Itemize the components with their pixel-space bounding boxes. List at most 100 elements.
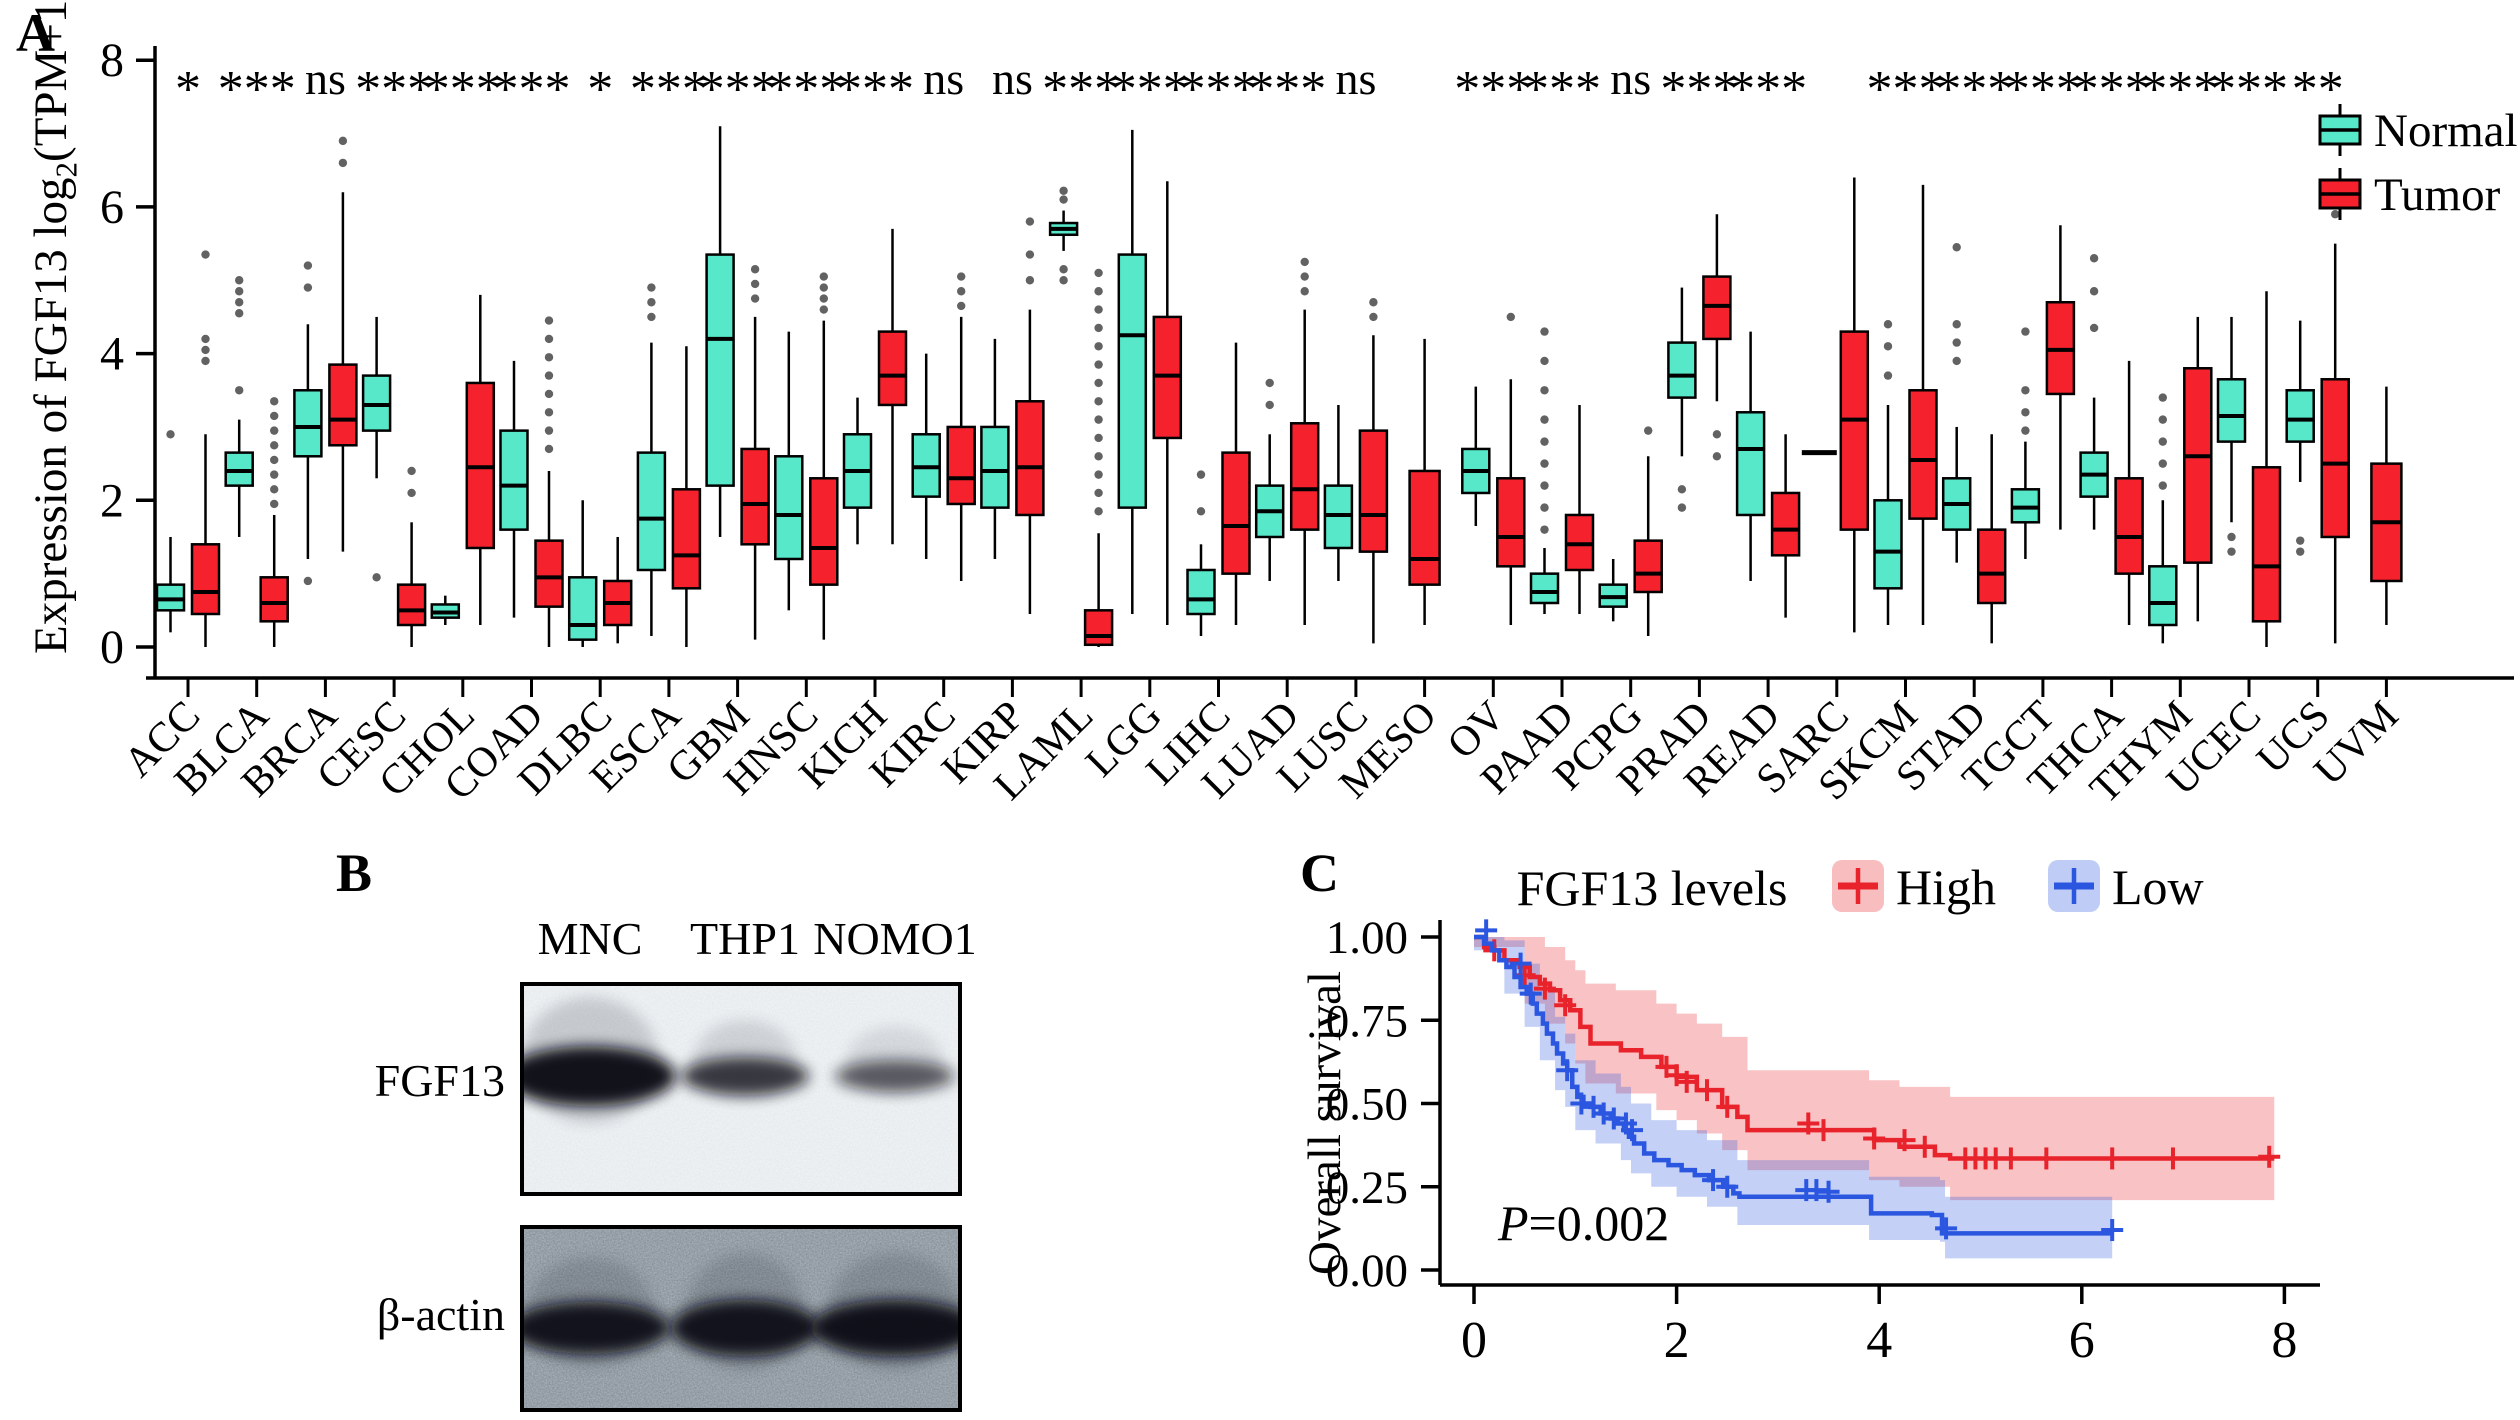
boxplot-normal-KIRP: [980, 338, 1010, 559]
significance-marker-THYM: ***: [2141, 61, 2219, 118]
boxplot-tumor-MESO: [1408, 338, 1441, 625]
lane-label-thp1: THP1: [690, 913, 800, 964]
blot-band-lane-3: [834, 1060, 955, 1093]
boxplot-normal-CESC: [361, 316, 392, 582]
significance-marker-PCPG: ns: [1610, 53, 1651, 104]
significance-marker-CESC: ***: [355, 61, 433, 118]
significance-marker-SKCM: ***: [1867, 61, 1945, 118]
boxplot-tumor-COAD: [534, 316, 564, 647]
panel-c-title: FGF13 levels: [1517, 860, 1788, 916]
km-censor-marks-low: [1475, 919, 2124, 1242]
boxplot-normal-STAD: [1941, 243, 1972, 563]
boxplot-normal-ESCA: [636, 283, 667, 636]
boxplot-normal-THCA: [2079, 254, 2109, 530]
significance-marker-KIRC: ns: [923, 53, 964, 104]
boxplot-tumor-THCA: [2114, 360, 2144, 625]
significance-marker-PRAD: ***: [1660, 61, 1738, 118]
significance-marker-LGG: ***: [1111, 61, 1189, 118]
blot-band-lane-2: [680, 1057, 809, 1096]
panel-c-y-axis-title: Overall survival: [1299, 970, 1351, 1275]
panel-a-y-tick-label: 4: [100, 328, 124, 381]
boxplot-tumor-TGCT: [2045, 225, 2076, 530]
significance-marker-LAML: ***: [1042, 61, 1120, 118]
boxplot-tumor-PAAD: [1564, 404, 1595, 614]
legend-label-tumor: Tumor: [2374, 169, 2501, 221]
significance-marker-COAD: ***: [493, 61, 571, 118]
blot-frame: [520, 1225, 962, 1412]
lane-label-mnc: MNC: [537, 913, 643, 964]
blot-band-lane-1: [520, 1301, 670, 1354]
boxplot-tumor-BRCA: [328, 136, 358, 552]
significance-marker-LUSC: ns: [1335, 53, 1376, 104]
panel-c-y-tick-label: 0.25: [1326, 1162, 1408, 1214]
boxplot-tumor-OV: [1496, 312, 1526, 625]
boxplot-tumor-SARC: [1839, 177, 1870, 633]
significance-marker-ESCA: ***: [630, 61, 708, 118]
significance-marker-BLCA: ***: [218, 61, 296, 118]
panel-c-x-tick-label: 0: [1461, 1312, 1487, 1369]
significance-marker-DLBC: *: [587, 61, 613, 118]
boxplot-normal-OV: [1461, 386, 1491, 526]
significance-marker-STAD: ***: [1935, 61, 2013, 118]
boxplot-normal-LGG: [1117, 129, 1148, 614]
panel-a-y-tick-label: 8: [100, 34, 124, 87]
boxplot-normal-PCPG: [1598, 558, 1628, 622]
boxplot-tumor-HNSC: [809, 272, 839, 640]
western-blot-fgf13-image: [520, 982, 962, 1196]
boxplot-normal-BRCA: [293, 261, 323, 586]
blot-frame: [520, 982, 962, 1196]
boxplot-tumor-BLCA: [259, 397, 289, 647]
km-p-value: P=0.002: [1497, 1195, 1669, 1251]
boxplot-normal-COAD: [499, 360, 529, 618]
significance-marker-GBM: ***: [699, 61, 777, 118]
boxplot-tumor-LUAD: [1289, 257, 1320, 625]
boxplot-tumor-PRAD: [1702, 214, 1732, 461]
boxplot-normal-READ: [1735, 331, 1766, 581]
boxplot-normal-CHOL: [430, 595, 461, 625]
significance-marker-THCA: ***: [2073, 61, 2151, 118]
boxplot-normal-KICH: [842, 397, 873, 545]
km-legend-label-low: Low: [2112, 859, 2204, 915]
boxplot-normal-UCEC: [2216, 316, 2247, 556]
boxplot-tumor-KICH: [877, 228, 908, 545]
km-legend-label-high: High: [1896, 859, 1996, 915]
boxplot-normal-GBM: [705, 126, 735, 537]
boxplot-normal-LUSC: [1323, 404, 1354, 581]
panel-c-letter: C: [1300, 843, 1339, 903]
lane-label-nomo1: NOMO1: [813, 913, 977, 964]
boxplot-normal-THYM: [2148, 393, 2178, 644]
boxplot-tumor-UCEC: [2251, 291, 2282, 647]
panel-a-y-tick-label: 0: [100, 621, 124, 674]
blot-band-lane-1: [520, 1046, 676, 1107]
boxplot-tumor-LIHC: [1221, 342, 1251, 625]
boxplot-normal-PRAD: [1667, 287, 1697, 512]
panel-c-y-tick-label: 0.75: [1326, 995, 1408, 1047]
boxplot-tumor-ESCA: [671, 346, 702, 647]
boxplot-normal-ACC: [155, 430, 186, 633]
boxplot-normal-UCS: [2285, 320, 2315, 556]
panel-c-y-tick-label: 1.00: [1326, 912, 1408, 964]
panel-a-y-axis-title: Expression of FGF13 log2(TPM+1): [25, 0, 83, 654]
significance-marker-HNSC: ***: [767, 61, 845, 118]
significance-marker-KIRP: ns: [992, 53, 1033, 104]
significance-marker-BRCA: ns: [305, 53, 346, 104]
boxplot-tumor-LUSC: [1358, 298, 1389, 644]
boxplot-tumor-KIRP: [1015, 217, 1045, 614]
boxplot-tumor-UVM: [2370, 386, 2403, 625]
boxplot-tumor-CESC: [396, 466, 427, 647]
boxplot-normal-KIRC: [911, 353, 941, 559]
western-blot-beta-actin-image: [520, 1225, 962, 1412]
significance-marker-ACC: *: [175, 61, 201, 118]
significance-marker-UCEC: ***: [2210, 61, 2288, 118]
boxplot-tumor-ACC: [190, 250, 221, 647]
km-confidence-band-high: [1474, 937, 2275, 1201]
boxplot-tumor-CHOL: [465, 294, 496, 625]
boxplot-tumor-PCPG: [1633, 426, 1663, 636]
km-legend-item-low: Low: [2048, 859, 2204, 915]
boxplot-tumor-READ: [1770, 434, 1801, 618]
boxplot-tumor-STAD: [1976, 434, 2007, 644]
panel-a-y-title-suffix: (TPM+1): [25, 0, 77, 162]
boxplot-tumor-DLBC: [602, 536, 633, 644]
significance-marker-READ: ***: [1729, 61, 1807, 118]
boxplot-normal-HNSC: [774, 331, 804, 611]
